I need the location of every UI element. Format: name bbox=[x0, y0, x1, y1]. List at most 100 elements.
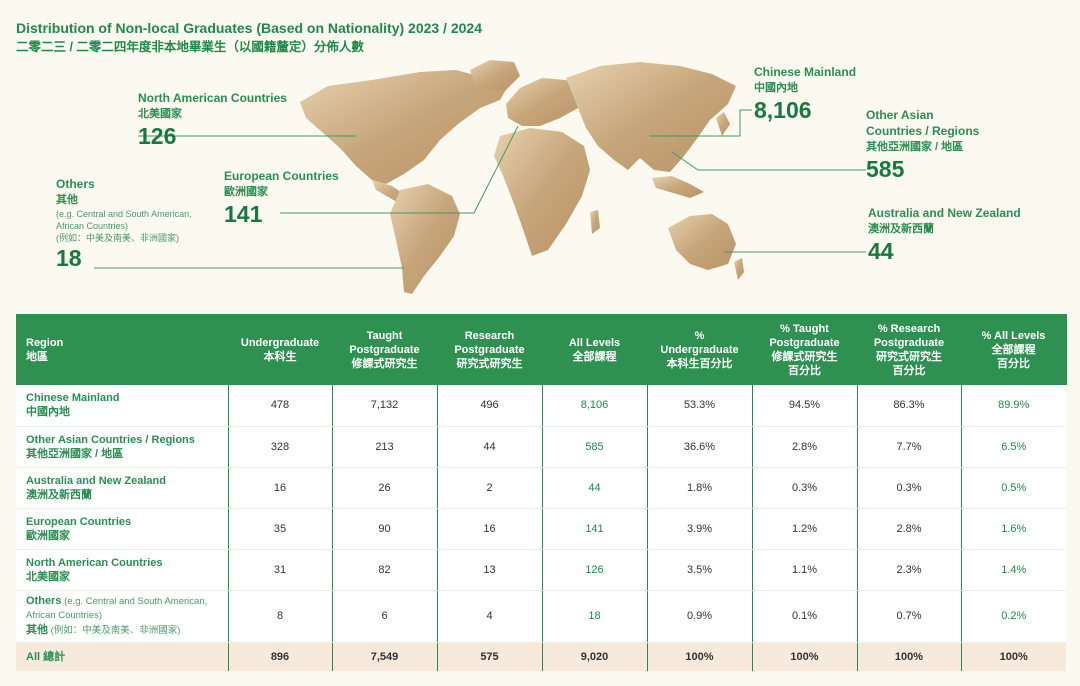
region-cell: Others (e.g. Central and South American,… bbox=[16, 590, 229, 643]
table-cell: 18 bbox=[542, 590, 648, 643]
table-cell: 585 bbox=[542, 426, 648, 468]
callout-value: 585 bbox=[866, 156, 905, 182]
region-name-en: Chinese Mainland bbox=[26, 392, 120, 405]
table-cell: 3.5% bbox=[647, 549, 753, 591]
table-row: Australia and New Zealand 澳洲及新西蘭 16 26 2 44 1.… bbox=[16, 467, 1066, 509]
table-cell: 2.8% bbox=[752, 426, 858, 468]
page-header: Distribution of Non-local Graduates (Bas… bbox=[16, 18, 482, 57]
table-cell: 89.9% bbox=[961, 385, 1066, 427]
line-chinese-mainland bbox=[650, 109, 752, 137]
header-label-en: % Research bbox=[877, 322, 941, 335]
table-cell: 1.1% bbox=[752, 549, 858, 591]
total-cell: 100% bbox=[961, 642, 1066, 671]
page-title-zh: 二零二三 / 二零二四年度非本地畢業生（以國籍釐定）分佈人數 bbox=[16, 40, 364, 54]
callout-label-en: Others bbox=[56, 177, 95, 191]
callout-chinese-mainland: Chinese Mainland 中國內地 8,106 bbox=[754, 64, 856, 124]
table-cell: 4 bbox=[437, 590, 543, 643]
table-cell: 213 bbox=[332, 426, 438, 468]
callout-note-en: (e.g. Central and South American, bbox=[56, 209, 192, 219]
region-name-zh: 中國內地 bbox=[26, 406, 70, 419]
table-header-cell: Undergraduate 本科生 bbox=[228, 314, 333, 385]
table-cell: 141 bbox=[542, 508, 648, 550]
header-label-zh: 修課式研究生 bbox=[771, 350, 838, 363]
region-name-en: Australia and New Zealand bbox=[26, 474, 166, 487]
callout-label-en: North American Countries bbox=[138, 91, 287, 105]
callout-note-en: African Countries) bbox=[56, 221, 129, 231]
table-cell: 328 bbox=[228, 426, 333, 468]
header-label-en: Taught bbox=[366, 329, 403, 342]
table-cell: 82 bbox=[332, 549, 438, 591]
graduates-table: Region 地區 Undergraduate 本科生 Taught Postgradua… bbox=[16, 314, 1067, 671]
table-cell: 478 bbox=[228, 385, 333, 427]
table-cell: 8,106 bbox=[542, 385, 648, 427]
region-name-zh: 澳洲及新西蘭 bbox=[26, 488, 92, 501]
region-name-zh: 其他亞洲國家 / 地區 bbox=[26, 447, 124, 460]
header-label-zh: 百分比 bbox=[892, 364, 926, 377]
callout-label-zh: 其他 bbox=[56, 194, 78, 206]
north-america-shape bbox=[300, 70, 508, 184]
callout-value: 18 bbox=[56, 245, 82, 271]
header-label-en: Postgraduate bbox=[349, 343, 420, 356]
callout-lines bbox=[94, 109, 866, 269]
table-row: North American Countries 北美國家 31 82 13 126 3.5… bbox=[16, 549, 1066, 591]
table-cell: 35 bbox=[228, 508, 333, 550]
table-row: Other Asian Countries / Regions 其他亞洲國家 / … bbox=[16, 426, 1066, 468]
callout-label-en: Countries / Regions bbox=[866, 124, 980, 138]
table-cell: 26 bbox=[332, 467, 438, 509]
continents bbox=[300, 60, 744, 294]
table-header-row: Region 地區 Undergraduate 本科生 Taught Postgradua… bbox=[16, 314, 1067, 385]
line-european bbox=[280, 125, 519, 214]
africa-shape bbox=[494, 128, 590, 256]
header-label-zh: 百分比 bbox=[788, 364, 821, 377]
greenland-shape bbox=[470, 60, 520, 92]
table-header-cell: All Levels 全部課程 bbox=[542, 314, 648, 385]
header-region: Region 地區 bbox=[16, 314, 229, 385]
table-cell: 36.6% bbox=[647, 426, 753, 468]
table-cell: 0.5% bbox=[961, 467, 1066, 509]
line-other-asian bbox=[671, 151, 866, 171]
table-cell: 6.5% bbox=[961, 426, 1066, 468]
total-cell: 896 bbox=[228, 642, 333, 671]
total-cell: 100% bbox=[752, 642, 858, 671]
region-cell: North American Countries 北美國家 bbox=[16, 549, 229, 591]
region-cell: Chinese Mainland 中國內地 bbox=[16, 385, 229, 427]
table-header-cell: Taught Postgraduate 修課式研究生 bbox=[332, 314, 438, 385]
callout-value: 8,106 bbox=[754, 97, 812, 123]
header-label-zh: 研究式研究生 bbox=[876, 350, 942, 363]
region-name-en: Other Asian Countries / Regions bbox=[26, 433, 195, 446]
callout-label-zh: 北美國家 bbox=[138, 108, 182, 120]
callout-north-american: North American Countries 北美國家 126 bbox=[138, 90, 287, 150]
table-cell: 2.3% bbox=[857, 549, 962, 591]
callout-label-en: Australia and New Zealand bbox=[868, 206, 1021, 220]
callout-label-zh: 歐洲國家 bbox=[224, 186, 268, 198]
callout-label-zh: 其他亞洲國家 / 地區 bbox=[866, 141, 964, 153]
table-cell: 7.7% bbox=[857, 426, 962, 468]
region-cell: Other Asian Countries / Regions 其他亞洲國家 / … bbox=[16, 426, 229, 468]
header-label-en: All Levels bbox=[568, 336, 621, 349]
table-cell: 6 bbox=[332, 590, 438, 643]
table-cell: 44 bbox=[542, 467, 648, 509]
total-cell: 575 bbox=[437, 642, 543, 671]
header-label-zh: 全部課程 bbox=[572, 350, 617, 363]
total-cell: 9,020 bbox=[542, 642, 648, 671]
table-cell: 1.6% bbox=[961, 508, 1066, 550]
header-label-en: Postgraduate bbox=[454, 343, 525, 356]
table-cell: 31 bbox=[228, 549, 333, 591]
table-cell: 86.3% bbox=[857, 385, 962, 427]
header-label-zh: 百分比 bbox=[997, 357, 1030, 370]
table-row-others: Others (e.g. Central and South American,… bbox=[16, 590, 1066, 643]
table-cell: 496 bbox=[437, 385, 543, 427]
header-label-en: % All Levels bbox=[981, 329, 1046, 342]
callout-label-en: Other Asian bbox=[866, 108, 934, 122]
table-header-cell: % Research Postgraduate 研究式研究生 百分比 bbox=[857, 314, 962, 385]
table-row-total: All 總計 896 7,549 575 9,020 100% 100% 100% 100% bbox=[16, 642, 1066, 671]
table-header-cell: Research Postgraduate 研究式研究生 bbox=[437, 314, 543, 385]
callout-label-zh: 澳洲及新西蘭 bbox=[868, 223, 934, 235]
header-label-en: Postgraduate bbox=[873, 336, 945, 349]
page-title: Distribution of Non-local Graduates (Bas… bbox=[16, 20, 482, 36]
total-cell: 100% bbox=[857, 642, 962, 671]
region-name-en: North American Countries bbox=[26, 556, 163, 569]
callout-label-en: European Countries bbox=[224, 169, 339, 183]
header-label-zh: 本科生 bbox=[263, 350, 297, 363]
table-cell: 0.3% bbox=[857, 467, 962, 509]
